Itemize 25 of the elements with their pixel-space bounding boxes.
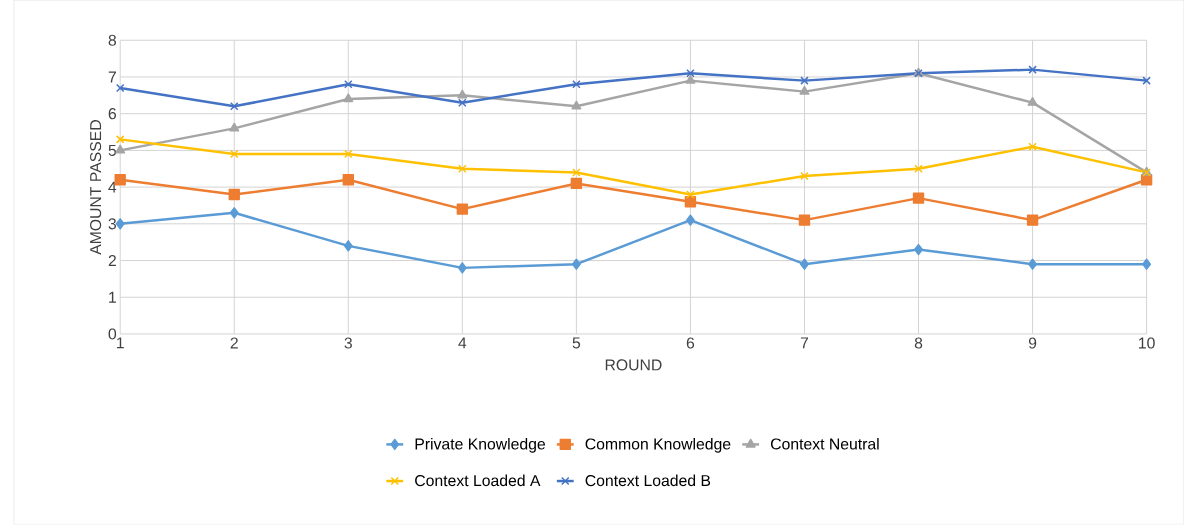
x-tick-label: 10: [1139, 337, 1155, 349]
y-tick-label: 1: [109, 292, 116, 303]
x-tick-label: 5: [572, 337, 581, 349]
x-tick-label: 8: [914, 337, 923, 349]
legend-label: Context Loaded A: [415, 474, 541, 487]
y-axis-title: AMOUNT PASSED: [90, 120, 102, 256]
legend-label: Common Knowledge: [585, 438, 731, 453]
x-tick-label: 9: [1028, 337, 1037, 349]
y-tick-label: 5: [108, 145, 117, 157]
x-tick-label: 4: [458, 337, 467, 349]
legend-label: Context Neutral: [770, 438, 879, 450]
y-tick-label: 6: [108, 108, 117, 120]
x-axis-title: ROUND: [605, 359, 662, 371]
x-tick-label: 7: [800, 337, 809, 349]
y-tick-label: 4: [108, 181, 117, 193]
x-tick-label: 6: [686, 337, 695, 349]
legend-label: Private Knowledge: [415, 438, 545, 453]
legend-label: Context Loaded B: [585, 474, 711, 487]
y-tick-label: 3: [108, 218, 117, 230]
y-tick-label: 0: [108, 328, 117, 340]
y-tick-label: 8: [108, 34, 117, 47]
y-tick-label: 7: [108, 71, 116, 83]
x-tick-label: 2: [230, 337, 238, 349]
y-tick-label: 2: [108, 255, 116, 267]
x-tick-label: 3: [344, 337, 352, 349]
